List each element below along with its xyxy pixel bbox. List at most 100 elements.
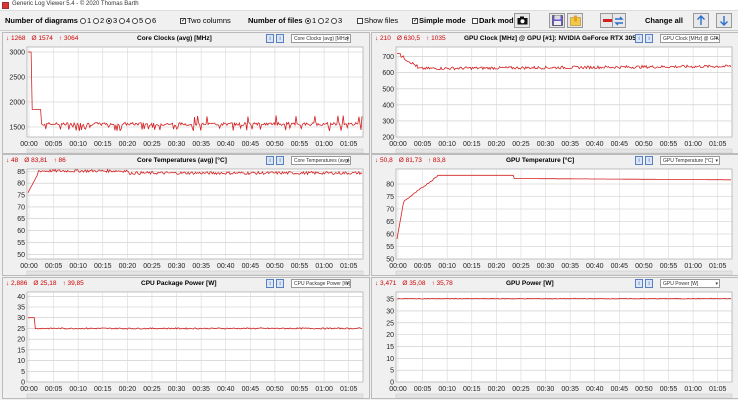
sensor-select[interactable]: GPU Power [W] [660, 279, 720, 288]
y-tick-label: 10 [386, 356, 394, 363]
x-tick-label: 00:15 [94, 386, 112, 393]
diagrams-radio-6[interactable]: 6 [145, 16, 156, 25]
x-tick-label: 01:05 [709, 386, 727, 393]
info-icon[interactable]: i [266, 34, 274, 43]
info-icon[interactable]: i [635, 34, 643, 43]
x-tick-label: 00:35 [561, 141, 579, 148]
settings-icon[interactable]: i [645, 34, 653, 43]
plot-area [26, 291, 364, 383]
plot-area [395, 168, 733, 260]
x-tick-label: 00:20 [119, 141, 137, 148]
num-diagrams-label: Number of diagrams [5, 16, 78, 25]
horizontal-scrollbar[interactable] [395, 393, 733, 399]
settings-icon[interactable]: i [276, 34, 284, 43]
x-tick-label: 00:40 [586, 263, 604, 270]
stat-min: ↓ 48 [6, 157, 19, 164]
chart-panel-4: ↓ 50,8 Ø 81,73 ↑ 83,8 GPU Temperature [°C] i… [371, 154, 738, 276]
stat-max: ↑ 86 [53, 157, 66, 164]
floppy-disk-icon [551, 15, 563, 26]
sensor-select[interactable]: GPU Temperature [°C] [660, 156, 720, 165]
x-tick-label: 00:35 [192, 263, 210, 270]
simple-mode-checkbox[interactable]: ✓ Simple mode [412, 16, 466, 25]
info-icon[interactable]: i [635, 279, 643, 288]
two-columns-checkbox[interactable]: ✓ Two columns [180, 16, 231, 25]
diagrams-radio-1[interactable]: 1 [80, 16, 91, 25]
chart-plot: 0 5 10 15 20 25 30 35 00:00 00:05 00:10 00:15 00:20 0… [386, 291, 733, 399]
x-tick-label: 00:20 [488, 263, 506, 270]
move-up-button[interactable] [693, 13, 709, 28]
y-tick-label: 60 [17, 228, 25, 235]
stat-avg: Ø 25,18 [33, 280, 57, 287]
y-tick-label: 500 [382, 86, 394, 93]
show-files-checkbox[interactable]: Show files [357, 16, 398, 25]
x-tick-label: 00:05 [414, 263, 432, 270]
diagrams-radio-4[interactable]: 4 [119, 16, 130, 25]
sensor-select[interactable]: Core Temperatures (avg) [291, 156, 351, 165]
files-radio-2[interactable]: 2 [318, 16, 329, 25]
settings-icon[interactable]: i [645, 156, 653, 165]
x-tick-label: 00:50 [635, 386, 653, 393]
move-down-button[interactable] [716, 13, 732, 28]
sensor-select[interactable]: CPU Package Power [W] [291, 279, 351, 288]
swap-button[interactable] [612, 13, 626, 28]
horizontal-scrollbar[interactable] [395, 270, 733, 276]
info-icon[interactable]: i [266, 279, 274, 288]
x-tick-label: 00:00 [389, 386, 407, 393]
open-file-button[interactable] [567, 13, 583, 28]
info-icon[interactable]: i [635, 156, 643, 165]
chart-header: ↓ 3,471 Ø 35,08 ↑ 35,78 GPU Power [W] i i GPU … [372, 278, 738, 290]
diagrams-radio-2[interactable]: 2 [93, 16, 104, 25]
check-icon: ✓ [180, 17, 187, 24]
files-radio-1[interactable]: 1 [305, 16, 316, 25]
y-tick-label: 75 [17, 193, 25, 200]
chart-header: ↓ 48 Ø 83,81 ↑ 86 Core Temperatures (avg) [… [3, 155, 369, 167]
settings-icon[interactable]: i [276, 279, 284, 288]
y-tick-label: 20 [386, 332, 394, 339]
settings-icon[interactable]: i [276, 156, 284, 165]
x-tick-label: 00:55 [291, 263, 309, 270]
horizontal-scrollbar[interactable] [26, 148, 364, 154]
settings-icon[interactable]: i [645, 279, 653, 288]
x-tick-label: 00:30 [168, 141, 186, 148]
series-line [27, 168, 363, 193]
sensor-select[interactable]: GPU Clock [MHz] @ GPU [660, 34, 720, 43]
y-tick-label: 25 [386, 320, 394, 327]
stat-max: ↑ 3064 [58, 35, 79, 42]
stat-avg: Ø 35,08 [402, 280, 426, 287]
screenshot-button[interactable] [514, 13, 530, 28]
y-tick-label: 65 [17, 216, 25, 223]
dark-mode-checkbox[interactable]: Dark mod [472, 16, 514, 25]
y-tick-label: 70 [17, 204, 25, 211]
x-tick-label: 00:45 [611, 386, 629, 393]
chart-header: ↓ 1268 Ø 1574 ↑ 3064 Core Clocks (avg) [MHz… [3, 33, 369, 45]
diagrams-radio-3[interactable]: 3 [106, 16, 117, 25]
num-files-label: Number of files [248, 16, 303, 25]
diagrams-radio-5[interactable]: 5 [132, 16, 143, 25]
y-tick-label: 20 [17, 337, 25, 344]
x-tick-label: 00:45 [611, 141, 629, 148]
chart-title: Core Clocks (avg) [MHz] [137, 35, 212, 42]
sensor-select[interactable]: Core Clocks (avg) [MHz] [291, 34, 351, 43]
x-tick-label: 00:20 [488, 141, 506, 148]
y-tick-label: 0 [21, 380, 25, 387]
stat-min: ↓ 210 [375, 35, 391, 42]
horizontal-scrollbar[interactable] [395, 148, 733, 154]
info-icon[interactable]: i [266, 156, 274, 165]
swap-icon [614, 16, 624, 25]
y-tick-label: 0 [390, 380, 394, 387]
x-tick-label: 00:15 [463, 386, 481, 393]
x-tick-label: 00:25 [512, 263, 530, 270]
x-tick-label: 00:15 [463, 263, 481, 270]
y-tick-label: 15 [386, 344, 394, 351]
x-tick-label: 00:35 [192, 386, 210, 393]
horizontal-scrollbar[interactable] [26, 270, 364, 276]
horizontal-scrollbar[interactable] [26, 393, 364, 399]
series-line [397, 53, 732, 71]
minus-icon [602, 19, 614, 22]
files-radio-3[interactable]: 3 [331, 16, 342, 25]
x-tick-label: 01:00 [684, 386, 702, 393]
x-tick-label: 01:05 [340, 263, 358, 270]
x-tick-label: 00:05 [45, 386, 63, 393]
x-tick-label: 00:40 [586, 141, 604, 148]
save-button[interactable] [549, 13, 565, 28]
